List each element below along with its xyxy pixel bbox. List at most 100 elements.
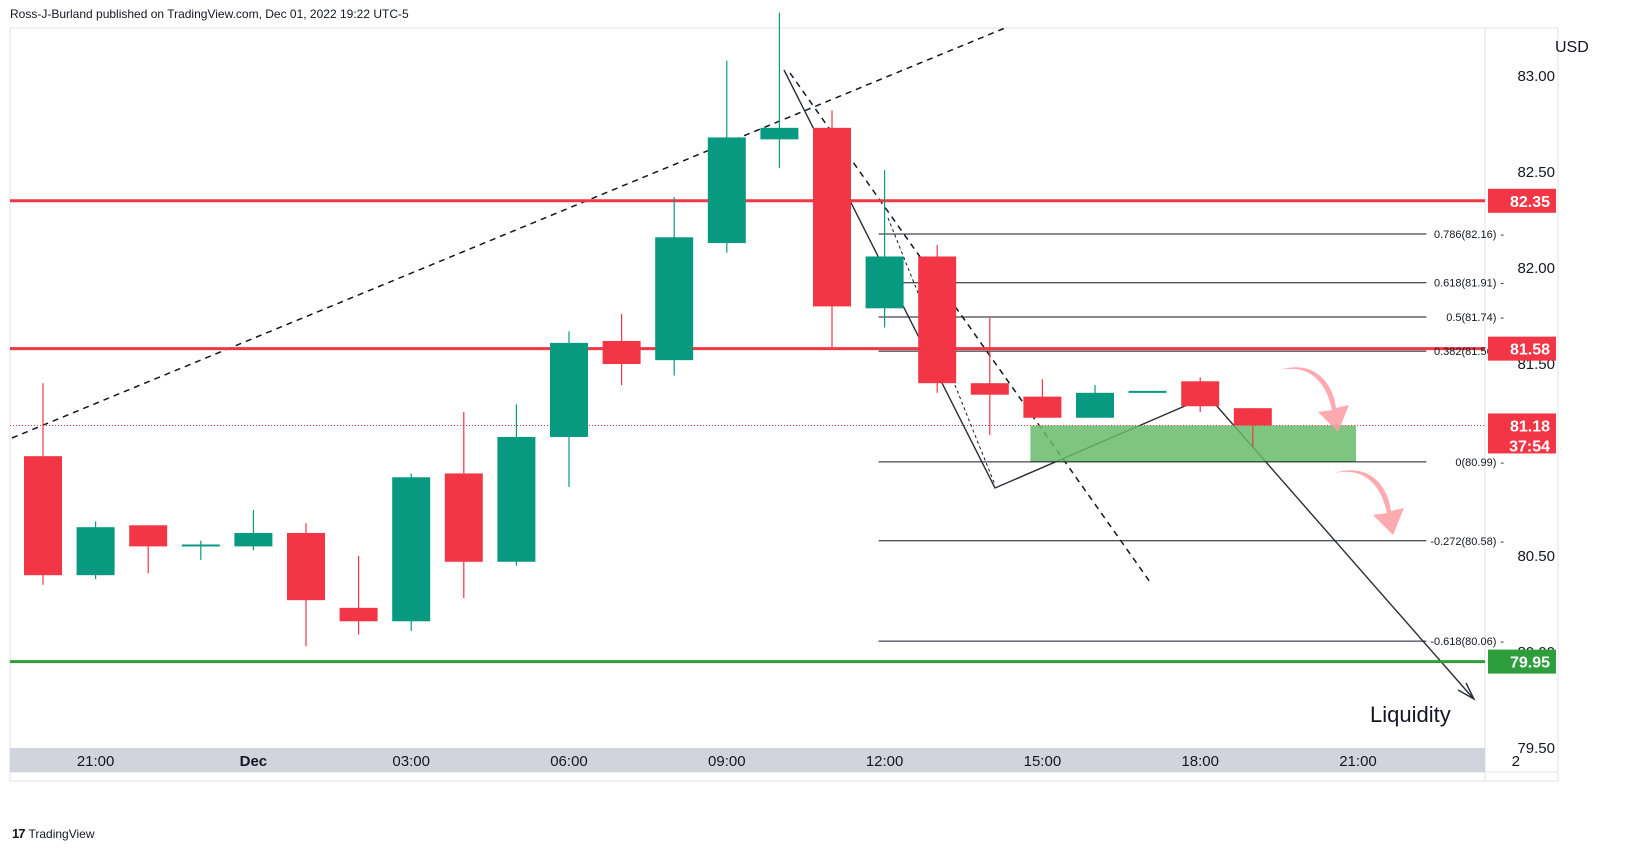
- fib-level-label: 0.786(82.16): [1434, 229, 1496, 241]
- fib-level-label: 0.5(81.74): [1446, 312, 1496, 324]
- candle-bearish: [602, 314, 641, 386]
- time-tick-label: 09:00: [708, 753, 746, 770]
- candle-body: [707, 137, 746, 244]
- candle-body: [1233, 408, 1272, 426]
- projection-arrowhead: [1457, 682, 1476, 701]
- candle-body: [1181, 381, 1220, 407]
- candle-body: [76, 527, 115, 576]
- fib-label-dash: -: [1500, 229, 1504, 241]
- candle-body: [24, 456, 62, 576]
- fib-label-dash: -: [1500, 636, 1504, 648]
- candle-bearish: [918, 244, 957, 393]
- annotation-liquidity: Liquidity: [1370, 702, 1451, 727]
- level-badge-label: 82.35: [1510, 194, 1550, 211]
- candle-bullish: [550, 331, 588, 487]
- time-tick-label: 12:00: [866, 753, 904, 770]
- candle-body: [392, 477, 431, 622]
- trendlines: [11, 27, 1476, 701]
- candle-bearish: [970, 317, 1009, 436]
- time-tick-label: Dec: [240, 753, 268, 770]
- price-tick-label: 83.00: [1517, 68, 1555, 85]
- time-tick-label: 21:00: [77, 753, 115, 770]
- candle-body: [550, 342, 588, 437]
- candle-body: [1023, 396, 1062, 418]
- fib-level-label: 0.618(81.91): [1434, 278, 1496, 290]
- tradingview-brand[interactable]: 17 TradingView: [12, 826, 95, 841]
- candle-body: [181, 544, 220, 547]
- fib-label-dash: -: [1500, 312, 1504, 324]
- candle-body: [444, 473, 483, 562]
- time-tick-label: 06:00: [550, 753, 588, 770]
- candle-body: [813, 127, 851, 307]
- candle-bearish: [24, 383, 62, 585]
- candle-bearish: [1233, 408, 1272, 447]
- candle-bullish: [497, 404, 536, 566]
- current-price-badge-label: 81.18: [1510, 418, 1550, 435]
- projection-path: [783, 69, 1473, 698]
- publisher-line: Ross-J-Burland published on TradingView.…: [10, 7, 409, 21]
- time-tick-label: 03:00: [392, 753, 430, 770]
- price-tick-label: 82.50: [1517, 164, 1555, 181]
- candle-body: [918, 256, 957, 384]
- candle-bullish: [707, 60, 746, 253]
- price-tick-label: 82.00: [1517, 260, 1555, 277]
- candle-body: [865, 256, 904, 309]
- candle-bearish: [287, 523, 325, 647]
- curved-arrow-down-icon: [1280, 367, 1349, 432]
- candle-body: [655, 237, 694, 361]
- candle-body: [234, 532, 273, 547]
- candle-bullish: [1076, 385, 1114, 418]
- candle-bullish: [760, 12, 799, 169]
- fib-label-dash: -: [1500, 536, 1504, 548]
- fib-level-label: -0.618(80.06): [1430, 636, 1496, 648]
- candle-bearish: [1023, 379, 1062, 418]
- candle-body: [339, 607, 378, 622]
- current-price-badge: [1488, 413, 1556, 454]
- candle-body: [760, 127, 799, 140]
- bearish-arrows: [1280, 367, 1404, 535]
- candle-bullish: [392, 473, 431, 631]
- level-badge: [1488, 649, 1556, 674]
- candle-body: [129, 525, 168, 547]
- brand-label: TradingView: [28, 826, 95, 841]
- candle-body: [602, 340, 641, 364]
- fib-level-label: 0(80.99): [1455, 457, 1496, 469]
- candle-bullish: [865, 170, 904, 328]
- time-tick-label: 18:00: [1181, 753, 1219, 770]
- fib-label-dash: -: [1500, 278, 1504, 290]
- candle-bullish: [181, 540, 220, 560]
- time-tick-label: 21:00: [1339, 753, 1377, 770]
- fib-level-label: -0.272(80.58): [1430, 536, 1496, 548]
- candle-bullish: [76, 521, 115, 580]
- candle-bearish: [813, 110, 851, 349]
- current-price-badge-countdown: 37:54: [1509, 438, 1550, 455]
- price-tick-label: 80.50: [1517, 548, 1555, 565]
- level-badge: [1488, 188, 1556, 213]
- candle-body: [287, 532, 325, 601]
- fib-label-dash: -: [1500, 457, 1504, 469]
- bottom-scroll-band: [10, 748, 1485, 772]
- time-tick-label: 2: [1512, 753, 1520, 770]
- candle-bullish: [234, 509, 273, 551]
- tradingview-logo-icon: 17: [12, 826, 26, 841]
- level-badge-label: 81.58: [1510, 342, 1550, 359]
- candle-body: [497, 436, 536, 562]
- level-badge-label: 79.95: [1510, 655, 1550, 672]
- candle-bearish: [1181, 377, 1220, 412]
- candle-bearish: [444, 412, 483, 599]
- time-tick-label: 15:00: [1024, 753, 1062, 770]
- plot-border: [9, 27, 1559, 782]
- liquidity-zone: [1030, 425, 1356, 462]
- dashed-uptrend-line: [11, 27, 1006, 439]
- price-tick-label: 79.50: [1517, 740, 1555, 757]
- candle-bullish: [655, 196, 694, 376]
- candle-body: [1128, 390, 1167, 393]
- candle-body: [1076, 392, 1114, 418]
- level-badge: [1488, 336, 1556, 361]
- currency-label: USD: [1555, 39, 1589, 56]
- candle-bearish: [129, 525, 168, 574]
- candle-body: [970, 383, 1009, 395]
- candle-bullish: [1128, 390, 1167, 393]
- candle-bearish: [339, 556, 378, 635]
